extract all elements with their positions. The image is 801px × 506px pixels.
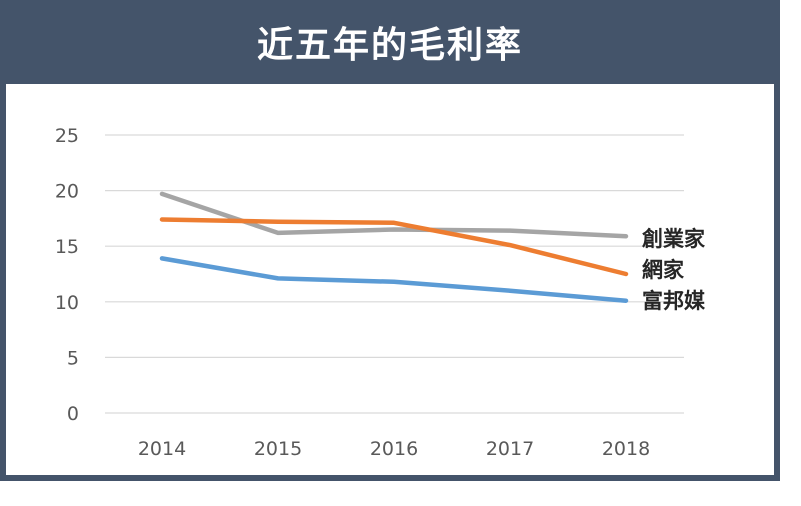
x-tick-label: 2014 <box>138 438 186 460</box>
y-tick-label: 25 <box>55 125 79 147</box>
x-tick-label: 2018 <box>602 438 650 460</box>
x-tick-label: 2016 <box>370 438 418 460</box>
series-label: 網家 <box>642 258 685 282</box>
y-tick-label: 5 <box>67 347 79 369</box>
y-tick-label: 10 <box>55 292 79 314</box>
y-tick-label: 20 <box>55 181 79 203</box>
series-line-0 <box>159 191 629 239</box>
gridlines <box>105 134 684 414</box>
x-tick-label: 2015 <box>254 438 302 460</box>
series-lines <box>159 191 629 303</box>
x-axis-ticks: 2014 2015 2016 2017 2018 <box>138 438 650 460</box>
series-line-2 <box>159 256 629 303</box>
series-label: 創業家 <box>642 227 706 251</box>
series-label: 富邦媒 <box>642 289 706 313</box>
series-line-1 <box>159 217 629 277</box>
chart-title: 近五年的毛利率 <box>256 25 523 66</box>
chart-frame: 近五年的毛利率 <box>0 0 780 481</box>
y-axis-ticks: 0 5 10 15 20 25 <box>55 125 79 425</box>
x-tick-label: 2017 <box>486 438 534 460</box>
y-tick-label: 15 <box>55 236 79 258</box>
y-tick-label: 0 <box>67 403 79 425</box>
